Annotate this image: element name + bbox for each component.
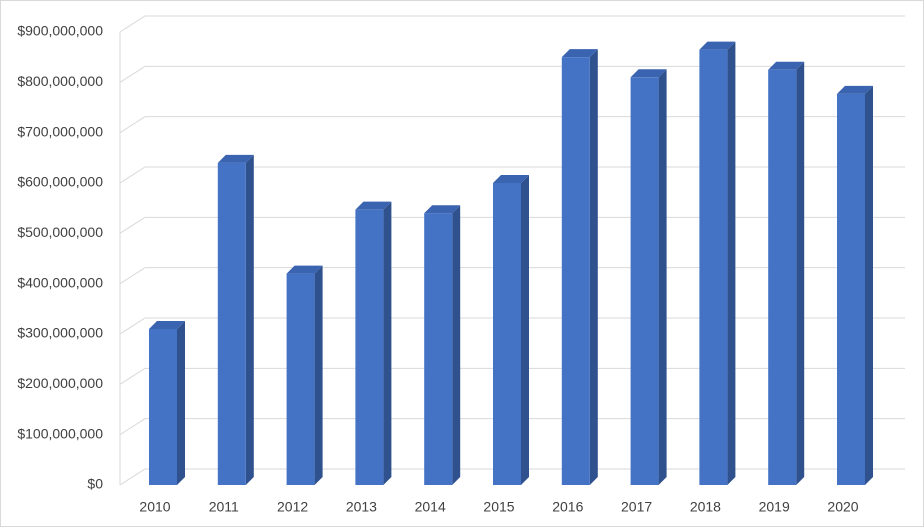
x-tick-label: 2011 [209, 499, 239, 515]
bar-top [493, 175, 529, 183]
grid-line [119, 65, 905, 83]
bar [768, 61, 805, 485]
bar-front [424, 213, 453, 485]
x-tick-label: 2015 [483, 499, 514, 515]
y-tick-label: $800,000,000 [17, 73, 103, 89]
x-tick-label: 2020 [827, 499, 858, 515]
bar-front [768, 69, 797, 485]
bar-top [424, 205, 461, 214]
bar-front [355, 209, 384, 485]
x-tick-label: 2019 [759, 499, 790, 515]
bar [286, 265, 323, 485]
bar-side [865, 85, 873, 485]
x-tick-label: 2018 [690, 499, 721, 515]
x-tick-label: 2016 [552, 499, 583, 515]
bar-side [521, 175, 529, 485]
y-tick-label: $300,000,000 [17, 325, 103, 341]
bar-top [561, 49, 598, 58]
bar-side [383, 201, 392, 485]
grid-line [119, 15, 905, 33]
x-tick-label: 2014 [415, 499, 446, 515]
bar-side [314, 265, 323, 485]
bar-front [699, 49, 728, 485]
y-tick-label: $400,000,000 [17, 274, 103, 290]
x-tick-label: 2013 [346, 499, 377, 515]
bar-front [493, 183, 521, 485]
bar-side [658, 69, 667, 486]
bar-top [699, 41, 736, 50]
x-tick-label: 2012 [277, 499, 308, 515]
bar [493, 175, 529, 485]
bar-top [630, 69, 667, 78]
y-tick-label: $900,000,000 [17, 23, 103, 39]
bar [699, 41, 736, 485]
bar-top [217, 154, 254, 163]
bar-front [630, 77, 659, 486]
bar [217, 154, 254, 485]
y-tick-label: $500,000,000 [17, 224, 103, 240]
y-tick-label: $100,000,000 [17, 425, 103, 441]
bar-top [286, 265, 323, 274]
bar-side [452, 205, 461, 485]
bar-side [589, 49, 598, 486]
y-tick-label: $0 [87, 476, 103, 492]
bar-front [149, 328, 177, 485]
bar-side [245, 154, 254, 485]
bar [149, 320, 185, 485]
bar-top [837, 85, 873, 94]
bar [424, 205, 461, 485]
bar-front [837, 93, 865, 485]
bar-front [286, 273, 315, 485]
bar-top [149, 320, 185, 329]
bar-top [355, 201, 392, 210]
bar-front [561, 57, 590, 486]
bar-side [796, 61, 805, 485]
bar-side [727, 41, 736, 485]
y-tick-label: $600,000,000 [17, 174, 103, 190]
x-tick-label: 2017 [621, 499, 652, 515]
y-tick-label: $200,000,000 [17, 375, 103, 391]
x-tick-label: 2010 [139, 499, 170, 515]
bar [837, 85, 873, 485]
bar-front [217, 162, 246, 485]
bar-side [177, 320, 185, 485]
bar [561, 49, 598, 486]
bar [630, 69, 667, 486]
bar-top [768, 61, 805, 70]
bar [355, 201, 392, 485]
y-tick-label: $700,000,000 [17, 123, 103, 139]
